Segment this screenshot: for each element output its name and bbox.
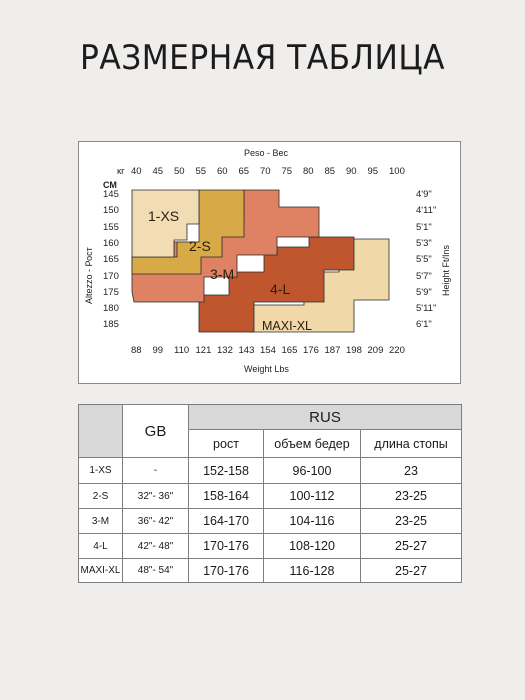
kg-tick-label: 65 <box>238 166 250 177</box>
size-cell: 4-L <box>78 533 123 559</box>
zone-label-2s: 2-S <box>189 238 211 254</box>
kg-tick-label: 45 <box>152 166 164 177</box>
kg-unit-label: кг <box>117 166 125 177</box>
table-corner <box>78 404 123 458</box>
zone-label-3m: 3-M <box>210 266 235 282</box>
cm-tick-label: 185 <box>103 319 119 331</box>
height-cell: 170-176 <box>188 558 264 583</box>
zone-2s <box>131 189 245 275</box>
kg-tick-label: 95 <box>367 166 379 177</box>
table-row: 1-XS - 152-158 96-100 23 <box>78 457 462 484</box>
cm-tick-label: 145 <box>103 189 119 200</box>
lbs-tick-label: 88 <box>131 345 142 356</box>
lbs-tick-label: 198 <box>346 345 362 356</box>
gb-header: GB <box>122 404 189 458</box>
kg-tick-label: 70 <box>260 166 271 177</box>
ft-tick-label: 5'1" <box>416 221 432 233</box>
cm-tick-label: 180 <box>103 303 119 315</box>
cm-unit-label: СМ <box>103 180 117 190</box>
rus-header: RUS <box>188 404 462 430</box>
foot-cell: 25-27 <box>360 533 462 559</box>
cm-tick-label: 170 <box>103 270 119 282</box>
size-cell: 1-XS <box>78 457 123 484</box>
cm-tick-label: 150 <box>103 205 119 217</box>
foot-cell: 23-25 <box>360 483 462 509</box>
kg-tick-label: 90 <box>346 166 357 177</box>
lbs-tick-label: 165 <box>281 345 298 356</box>
lbs-tick-label: 220 <box>389 345 405 356</box>
size-cell: MAXI-XL <box>78 558 123 583</box>
zone-label-4l: 4-L <box>270 281 291 297</box>
table-row: 2-S 32"- 36" 158-164 100-112 23-25 <box>78 483 462 509</box>
cm-tick-label: 155 <box>103 221 119 233</box>
zone-label-maxi-xl: MAXI-XL <box>262 319 313 333</box>
ft-tick-label: 5'5" <box>416 254 432 266</box>
height-cell: 152-158 <box>188 457 264 484</box>
kg-tick-label: 60 <box>217 166 228 177</box>
lbs-tick-label: 99 <box>152 345 164 356</box>
height-cell: 164-170 <box>188 508 264 534</box>
bottom-axis-title: Weight Lbs <box>244 364 289 374</box>
zone-1xs <box>131 189 200 258</box>
page-title: РАЗМЕРНАЯ ТАБЛИЦА <box>80 38 445 78</box>
kg-tick-label: 50 <box>174 166 185 177</box>
kg-tick-label: 100 <box>389 166 405 177</box>
lbs-tick-label: 209 <box>367 345 384 356</box>
foot-cell: 23 <box>360 457 462 484</box>
table-row: 4-L 42"- 48" 170-176 108-120 25-27 <box>78 533 462 559</box>
lbs-tick-label: 176 <box>303 345 319 356</box>
size-cell: 2-S <box>78 483 123 509</box>
foot-cell: 23-25 <box>360 508 462 534</box>
height-cell: 170-176 <box>188 533 264 559</box>
cm-tick-label: 165 <box>103 254 119 266</box>
hips-cell: 100-112 <box>263 483 361 509</box>
cm-tick-label: 160 <box>103 237 119 249</box>
hips-cell: 116-128 <box>263 558 361 583</box>
kg-tick-label: 55 <box>195 166 207 177</box>
kg-tick-label: 75 <box>281 166 293 177</box>
hips-cell: 96-100 <box>263 457 361 484</box>
foot-cell: 25-27 <box>360 558 462 583</box>
table-row: MAXI-XL 48"- 54" 170-176 116-128 25-27 <box>78 558 462 583</box>
ft-tick-label: 4'9" <box>416 189 432 200</box>
size-cell: 3-M <box>78 508 123 534</box>
gb-cell: 32"- 36" <box>122 483 189 509</box>
lbs-tick-label: 132 <box>217 345 233 356</box>
kg-tick-label: 40 <box>131 166 142 177</box>
hips-cell: 104-116 <box>263 508 361 534</box>
ft-tick-label: 5'7" <box>416 270 432 282</box>
lbs-tick-label: 187 <box>324 345 341 356</box>
lbs-tick-label: 143 <box>238 345 255 356</box>
col-header-hips: объем бедер <box>263 429 361 458</box>
col-header-foot: длина стопы <box>360 429 462 458</box>
hips-cell: 108-120 <box>263 533 361 559</box>
lbs-tick-label: 121 <box>195 345 212 356</box>
size-chart: Peso - Вес кг 40 45 50 55 60 65 70 75 80 85 90 95 10… <box>78 141 461 384</box>
table-row: 3-M 36"- 42" 164-170 104-116 23-25 <box>78 508 462 534</box>
right-axis-title: Height Ft/Ins <box>441 244 451 296</box>
kg-tick-label: 85 <box>324 166 336 177</box>
ft-tick-label: 5'3" <box>416 237 432 249</box>
gb-cell: 42"- 48" <box>122 533 189 559</box>
gb-cell: 48"- 54" <box>122 558 189 583</box>
size-table: GB RUS рост объем бедер длина стопы 1-XS… <box>78 404 462 583</box>
top-axis-title: Peso - Вес <box>244 148 289 158</box>
ft-tick-label: 6'1" <box>416 319 432 331</box>
gb-cell: - <box>122 457 189 484</box>
lbs-tick-label: 110 <box>174 345 190 356</box>
col-header-height: рост <box>188 429 264 458</box>
cm-tick-label: 175 <box>103 286 119 298</box>
gb-cell: 36"- 42" <box>122 508 189 534</box>
ft-tick-label: 5'11" <box>416 303 437 315</box>
ft-tick-label: 4'11" <box>416 205 437 217</box>
size-zones <box>131 189 390 333</box>
ft-tick-label: 5'9" <box>416 286 432 298</box>
kg-tick-label: 80 <box>303 166 314 177</box>
lbs-tick-label: 154 <box>260 345 276 356</box>
height-cell: 158-164 <box>188 483 264 509</box>
zone-label-1xs: 1-XS <box>148 208 180 224</box>
